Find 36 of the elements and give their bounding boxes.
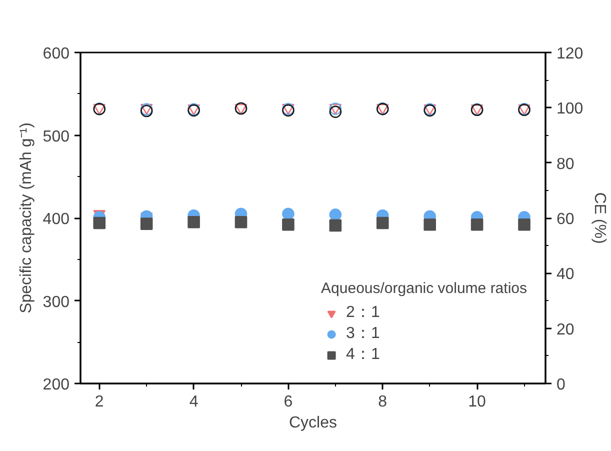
y2-tick-label: 80 xyxy=(556,156,574,173)
point xyxy=(282,218,294,231)
y2-axis-title: CE (%) xyxy=(591,192,608,244)
y2-tick-label: 60 xyxy=(556,211,574,228)
y-tick-label: 200 xyxy=(42,376,70,394)
x-tick-label: 8 xyxy=(378,394,388,410)
point xyxy=(518,218,530,231)
point xyxy=(470,218,484,231)
x-tick-label: 2 xyxy=(94,394,104,410)
point xyxy=(234,216,248,228)
point xyxy=(329,219,342,232)
legend-title: Aqueous/organic volume ratios xyxy=(321,280,527,297)
y-tick-label: 600 xyxy=(42,46,70,62)
point xyxy=(329,208,342,221)
point xyxy=(93,216,106,230)
point xyxy=(188,216,200,228)
y2-tick-label: 100 xyxy=(556,100,584,118)
point xyxy=(376,216,389,230)
y-tick-label: 500 xyxy=(42,128,70,146)
point xyxy=(282,208,294,220)
legend-label: 4：1 xyxy=(346,345,380,365)
x-axis-title: Cycles xyxy=(288,414,338,432)
y2-tick-label: 120 xyxy=(556,46,584,62)
legend-label: 3：1 xyxy=(346,324,380,344)
y-tick-label: 300 xyxy=(42,294,70,311)
point xyxy=(424,218,436,231)
y-tick-label: 400 xyxy=(42,211,70,228)
point xyxy=(140,218,153,230)
x-tick-label: 4 xyxy=(189,394,198,410)
y-axis-title: Specific capacity (mAh g⁻¹) xyxy=(18,122,35,314)
y2-tick-label: 40 xyxy=(556,266,574,284)
legend-label: 2：1 xyxy=(346,303,380,323)
y2-tick-label: 0 xyxy=(556,376,566,394)
x-tick-label: 10 xyxy=(468,394,486,410)
y2-tick-label: 20 xyxy=(556,321,574,338)
x-tick-label: 6 xyxy=(284,394,293,410)
